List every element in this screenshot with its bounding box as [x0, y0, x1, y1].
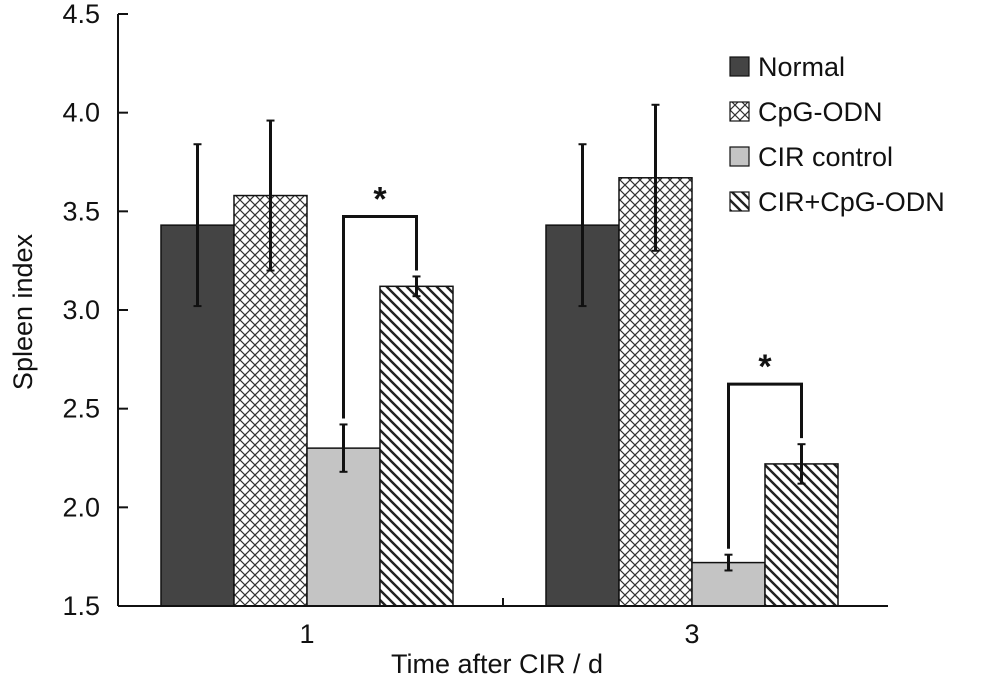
y-tick-label-2.5: 2.5 — [62, 394, 100, 424]
legend-label-cir-control: CIR control — [758, 142, 893, 172]
legend-swatch-cir-control — [729, 146, 750, 167]
bars-layer — [160, 177, 839, 607]
error-bars-layer — [193, 103, 806, 572]
legend-label-cir-cpg-odn: CIR+CpG-ODN — [758, 187, 945, 217]
legend-swatch-cpg-odn — [729, 101, 750, 122]
y-tick-label-3.0: 3.0 — [62, 295, 100, 325]
significance-bracket-day-3 — [727, 382, 803, 549]
legend-swatch-cir-cpg-odn — [729, 191, 750, 212]
y-tick-label-2.0: 2.0 — [62, 492, 100, 522]
significance-star-day-1: * — [373, 180, 387, 218]
y-tick-label-1.5: 1.5 — [62, 591, 100, 621]
x-tick-label-day-3: 3 — [684, 619, 699, 649]
y-tick-label-4.0: 4.0 — [62, 98, 100, 128]
bar-cir-cpg-odn-day-3 — [764, 463, 839, 607]
legend: Normal CpG-ODN CIR control CIR+CpG-ODN — [729, 52, 945, 217]
y-tick-label-4.5: 4.5 — [62, 0, 100, 29]
y-tick-label-3.5: 3.5 — [62, 196, 100, 226]
y-axis-title: Spleen index — [8, 233, 38, 390]
bar-cir-cpg-odn-day-1 — [379, 285, 454, 607]
significance-layer: ** — [342, 180, 803, 549]
legend-label-cpg-odn: CpG-ODN — [758, 97, 883, 127]
significance-star-day-3: * — [758, 348, 772, 386]
legend-swatch-normal — [729, 56, 750, 77]
x-axis-title: Time after CIR / d — [391, 649, 603, 679]
significance-bracket-day-1 — [342, 214, 418, 419]
legend-label-normal: Normal — [758, 52, 845, 82]
x-tick-label-day-1: 1 — [299, 619, 314, 649]
axis-ticks-layer: 1.5 2.0 2.5 3.0 3.5 4.0 4.5 1 3 — [62, 0, 699, 649]
